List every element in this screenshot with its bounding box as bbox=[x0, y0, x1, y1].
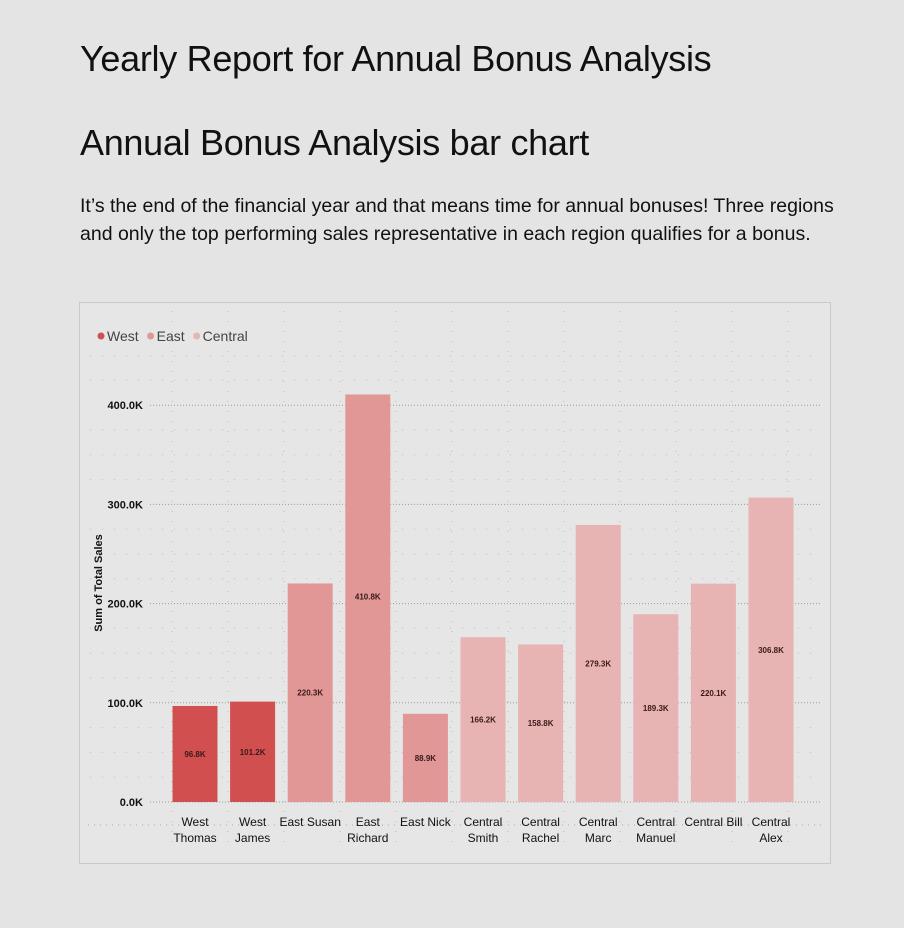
data-label: 306.8K bbox=[758, 646, 784, 655]
y-tick-label: 200.0K bbox=[108, 599, 144, 611]
data-label: 189.3K bbox=[643, 704, 669, 713]
data-label: 410.8K bbox=[355, 592, 381, 601]
data-label: 96.8K bbox=[184, 750, 206, 759]
x-tick-label: Central bbox=[636, 815, 675, 829]
intro-paragraph: It’s the end of the financial year and t… bbox=[80, 195, 834, 245]
bar-1 bbox=[230, 701, 276, 802]
y-tick-label: 0.0K bbox=[120, 797, 143, 809]
bar-2 bbox=[287, 583, 333, 802]
legend-marker-east bbox=[147, 332, 155, 340]
x-tick-label: East Nick bbox=[400, 815, 452, 829]
bar-3 bbox=[345, 394, 391, 802]
bar-5 bbox=[460, 637, 506, 802]
legend-marker-west bbox=[97, 332, 105, 340]
bar-7 bbox=[575, 524, 621, 802]
x-tick-label: West bbox=[181, 815, 209, 829]
data-label: 220.3K bbox=[297, 689, 323, 698]
chart-container: 0.0K 100.0K 200.0K 300.0K 400.0K Sum of Total… bbox=[79, 302, 831, 864]
y-tick-label: 400.0K bbox=[108, 400, 144, 412]
data-label: 220.1K bbox=[701, 689, 727, 698]
legend-label-central: Central bbox=[203, 328, 248, 344]
data-label: 158.8K bbox=[528, 719, 554, 728]
x-tick-label: Central bbox=[752, 815, 791, 829]
x-tick-label: Manuel bbox=[636, 831, 675, 845]
x-tick-label: Thomas bbox=[173, 831, 216, 845]
x-tick-label: East Susan bbox=[280, 815, 341, 829]
bar-9 bbox=[690, 583, 736, 802]
x-tick-label: Alex bbox=[759, 831, 782, 845]
x-tick-label: Central Bill bbox=[684, 815, 742, 829]
x-tick-label: West bbox=[239, 815, 267, 829]
y-tick-label: 100.0K bbox=[108, 698, 144, 710]
x-tick-label: Smith bbox=[468, 831, 499, 845]
y-tick-label: 300.0K bbox=[108, 499, 144, 511]
x-tick-label: East bbox=[356, 815, 381, 829]
bar-0 bbox=[172, 705, 218, 802]
bar-10 bbox=[748, 497, 794, 802]
chart-heading: Annual Bonus Analysis bar chart bbox=[80, 122, 590, 163]
x-tick-label: Central bbox=[579, 815, 618, 829]
page-title: Yearly Report for Annual Bonus Analysis bbox=[80, 38, 712, 79]
x-tick-label: Central bbox=[521, 815, 560, 829]
x-tick-label: Richard bbox=[347, 831, 388, 845]
data-label: 166.2K bbox=[470, 716, 496, 725]
legend-label-west: West bbox=[107, 328, 139, 344]
x-tick-label: Marc bbox=[585, 831, 612, 845]
y-axis-label: Sum of Total Sales bbox=[93, 534, 105, 632]
x-tick-label: James bbox=[235, 831, 270, 845]
bar-8 bbox=[633, 614, 679, 802]
x-tick-label: Rachel bbox=[522, 831, 559, 845]
bar-4 bbox=[402, 713, 448, 802]
x-tick-label: Central bbox=[464, 815, 503, 829]
legend-marker-central bbox=[193, 332, 201, 340]
data-label: 279.3K bbox=[585, 659, 611, 668]
bar-6 bbox=[518, 644, 564, 802]
bar-chart: 0.0K 100.0K 200.0K 300.0K 400.0K Sum of Total… bbox=[88, 311, 825, 845]
data-label: 101.2K bbox=[240, 748, 266, 757]
data-label: 88.9K bbox=[415, 754, 437, 763]
legend-label-east: East bbox=[157, 328, 185, 344]
